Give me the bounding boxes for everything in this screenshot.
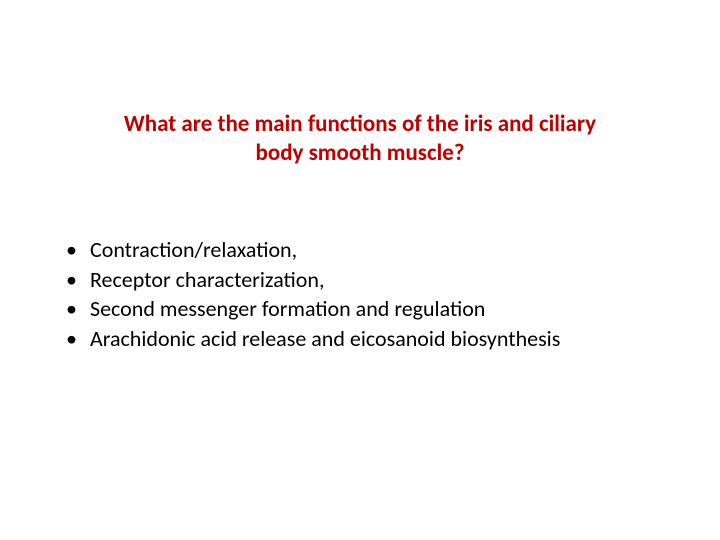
- bullet-list: Contraction/relaxation, Receptor charact…: [60, 235, 680, 354]
- title-line-1: What are the main functions of the iris …: [70, 110, 650, 139]
- slide: What are the main functions of the iris …: [0, 0, 720, 540]
- list-item: Arachidonic acid release and eicosanoid …: [60, 324, 680, 354]
- list-item: Second messenger formation and regulatio…: [60, 294, 680, 324]
- slide-title: What are the main functions of the iris …: [70, 110, 650, 168]
- title-line-2: body smooth muscle?: [70, 139, 650, 168]
- list-item: Receptor characterization,: [60, 265, 680, 295]
- list-item: Contraction/relaxation,: [60, 235, 680, 265]
